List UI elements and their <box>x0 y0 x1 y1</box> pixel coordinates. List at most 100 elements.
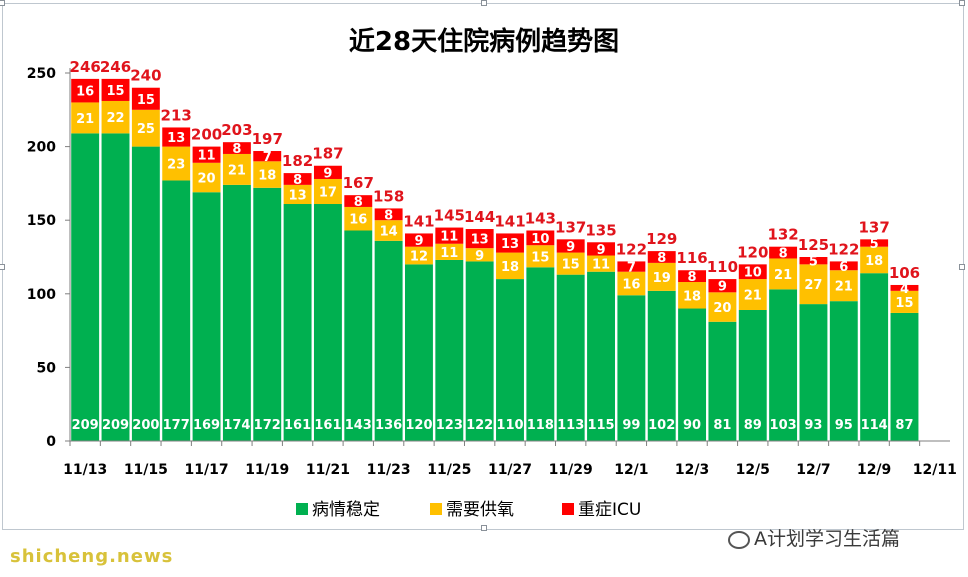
segment-value-label: 8 <box>232 142 241 157</box>
segment-value-label: 11 <box>198 149 216 164</box>
bar-segment <box>617 271 646 296</box>
segment-value-label: 172 <box>254 418 281 433</box>
resize-handle-right[interactable] <box>959 264 965 270</box>
bar-segment <box>253 187 282 441</box>
bar-segment <box>678 270 707 283</box>
legend-label: 重症ICU <box>578 500 641 520</box>
x-tick-label: 11/15 <box>124 462 168 478</box>
legend-label: 病情稳定 <box>312 500 380 520</box>
bar-segment <box>799 304 828 441</box>
total-value-label: 137 <box>555 218 586 236</box>
bar-segment <box>617 295 646 441</box>
x-tick-label: 11/27 <box>488 462 532 478</box>
total-value-label: 246 <box>100 58 131 76</box>
bar-segment <box>374 220 403 241</box>
legend-swatch <box>296 503 308 515</box>
bar-segment <box>71 102 100 134</box>
bar-segment <box>708 321 737 441</box>
bar-segment <box>283 184 312 205</box>
resize-handle-top-right[interactable] <box>959 0 965 6</box>
y-tick-label: 50 <box>37 360 57 376</box>
segment-value-label: 87 <box>895 418 913 433</box>
segment-value-label: 11 <box>440 230 458 245</box>
bar-segment <box>465 248 494 262</box>
y-tick-label: 200 <box>27 140 56 156</box>
y-tick-label: 0 <box>46 434 56 450</box>
resize-handle-left[interactable] <box>0 264 5 270</box>
total-value-label: 132 <box>767 226 798 244</box>
bar-segment <box>829 270 858 302</box>
bar-segment <box>738 309 767 441</box>
segment-value-label: 9 <box>597 243 606 258</box>
bar-segment <box>222 142 251 154</box>
bar-segment <box>890 284 919 291</box>
bar-segment <box>526 267 555 441</box>
segment-value-label: 6 <box>839 260 848 275</box>
x-tick-label: 11/23 <box>367 462 411 478</box>
watermark-text: A计划学习生活篇 <box>754 528 900 550</box>
bar-segment <box>71 133 100 442</box>
wechat-icon <box>728 530 750 549</box>
total-value-label: 129 <box>646 230 677 248</box>
segment-value-label: 161 <box>284 418 311 433</box>
segment-value-label: 209 <box>72 418 99 433</box>
segment-value-label: 143 <box>345 418 372 433</box>
total-value-label: 197 <box>252 130 283 148</box>
segment-value-label: 25 <box>137 122 155 137</box>
segment-value-label: 5 <box>809 255 818 270</box>
bar-segment <box>313 204 342 441</box>
segment-value-label: 15 <box>531 250 549 265</box>
bar-segment <box>496 233 524 253</box>
bar-segment <box>344 195 373 207</box>
segment-value-label: 8 <box>688 270 697 285</box>
watermark: A计划学习生活篇 <box>728 524 900 551</box>
bar-segment <box>405 233 433 247</box>
bar-segment <box>465 229 494 249</box>
bar-segment <box>253 161 282 188</box>
x-tick-label: 12/5 <box>736 462 770 478</box>
x-tick-label: 12/9 <box>857 462 891 478</box>
segment-value-label: 18 <box>501 260 519 275</box>
resize-handle-top-left[interactable] <box>0 0 5 6</box>
segment-value-label: 113 <box>557 418 584 433</box>
bar-segment <box>860 273 889 441</box>
segment-value-label: 13 <box>289 188 307 203</box>
resize-handle-bottom[interactable] <box>481 525 487 531</box>
total-value-label: 240 <box>130 67 161 85</box>
bar-segment <box>435 227 464 244</box>
bar-segment <box>344 230 373 441</box>
segment-value-label: 4 <box>900 282 909 297</box>
x-tick-label: 11/25 <box>427 462 471 478</box>
segment-value-label: 102 <box>648 418 675 433</box>
bar-segment <box>405 246 433 265</box>
segment-value-label: 5 <box>870 237 879 252</box>
total-value-label: 143 <box>525 210 556 228</box>
segment-value-label: 120 <box>405 418 432 433</box>
x-axis: 11/13 11/15 11/17 11/19 11/21 11/23 11/25 11/27… <box>63 440 957 478</box>
bar-segment <box>405 264 433 441</box>
segment-value-label: 114 <box>861 418 888 433</box>
segment-value-label: 9 <box>323 166 332 181</box>
x-tick-label: 12/1 <box>614 462 648 478</box>
segment-value-label: 11 <box>592 258 610 273</box>
resize-handle-top[interactable] <box>481 0 487 6</box>
total-value-label: 144 <box>464 208 495 226</box>
segment-value-label: 13 <box>501 237 519 252</box>
bar-segment <box>344 206 373 231</box>
segment-value-label: 9 <box>475 249 484 264</box>
segment-value-label: 18 <box>865 254 883 269</box>
bar-segment <box>829 261 858 271</box>
total-value-label: 122 <box>828 240 859 258</box>
segment-value-label: 15 <box>137 93 155 108</box>
bar-segment <box>192 146 221 163</box>
segment-value-label: 16 <box>622 277 640 292</box>
bar-segment <box>738 264 767 280</box>
bar-segment <box>678 308 707 441</box>
bar-segment <box>678 282 707 309</box>
total-value-label: 200 <box>191 126 222 144</box>
bar-segment <box>556 274 585 441</box>
segment-value-label: 8 <box>657 251 666 266</box>
total-value-label: 203 <box>221 121 252 139</box>
bar-segment <box>890 290 919 313</box>
